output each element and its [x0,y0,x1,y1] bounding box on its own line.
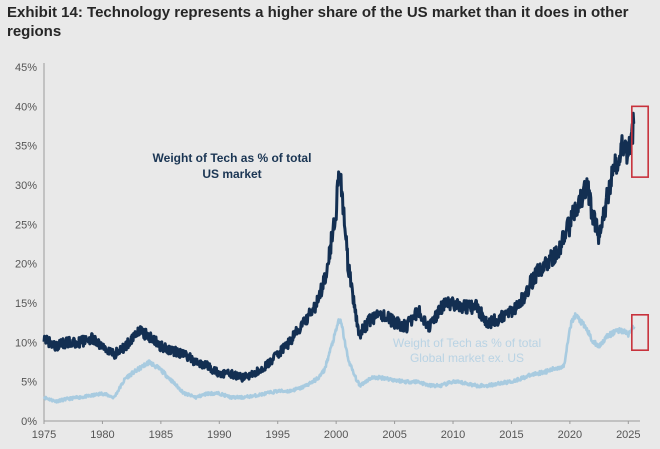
y-tick-label: 15% [15,298,37,310]
y-tick-label: 10% [15,337,37,349]
global-ex-us-line [42,312,636,404]
y-tick-label: 5% [21,377,37,389]
x-tick-label: 1980 [90,429,114,441]
axes [43,63,640,422]
y-tick-label: 25% [15,219,37,231]
x-tick-label: 1975 [32,429,56,441]
series-us-market [42,111,636,383]
us-series-label: Weight of Tech as % of total [153,151,312,165]
x-tick-label: 2020 [558,429,582,441]
y-tick-label: 35% [15,141,37,153]
x-tick-label: 1990 [207,429,231,441]
x-tick-label: 1995 [265,429,289,441]
highlight-boxes [631,105,649,351]
series-annotations: Weight of Tech as % of total US market Wei… [153,151,542,365]
x-tick-label: 2000 [324,429,348,441]
x-tick-labels: 1975 1980 1985 1990 1995 2000 2005 2010 2015 2020… [32,421,641,441]
y-tick-label: 20% [15,259,37,271]
x-tick-label: 1985 [149,429,173,441]
x-tick-label: 2010 [441,429,465,441]
x-tick-label: 2025 [616,429,640,441]
y-tick-label: 40% [15,101,37,113]
series-global-ex-us [42,312,636,404]
y-tick-label: 30% [15,180,37,192]
highlight-box-us [631,105,649,178]
global-series-label: Weight of Tech as % of total [393,336,541,350]
x-tick-label: 2015 [499,429,523,441]
chart-title: Exhibit 14: Technology represents a high… [7,4,629,40]
highlight-box-global [631,313,649,351]
y-tick-label: 0% [21,416,37,428]
us-market-line [42,111,636,383]
us-series-label: US market [202,167,261,181]
y-tick-label: 45% [15,62,37,74]
x-tick-label: 2005 [382,429,406,441]
global-series-label: Global market ex. US [410,351,524,365]
y-tick-labels: 0% 5% 10% 15% 20% 25% 30% 35% 40% 45% [15,62,37,428]
series-group [42,111,636,404]
